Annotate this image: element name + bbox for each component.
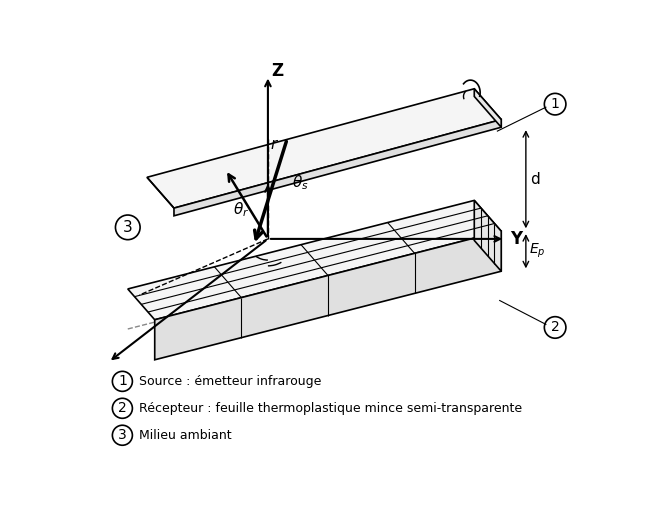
Text: 2: 2 xyxy=(118,401,127,415)
Text: Y: Y xyxy=(511,230,523,248)
Text: $E_p$: $E_p$ xyxy=(529,242,545,261)
Text: 1: 1 xyxy=(118,374,127,388)
Text: Source : émetteur infrarouge: Source : émetteur infrarouge xyxy=(139,375,322,388)
Text: Milieu ambiant: Milieu ambiant xyxy=(139,429,232,442)
Text: 3: 3 xyxy=(118,428,127,442)
Polygon shape xyxy=(147,89,501,208)
Polygon shape xyxy=(128,200,501,320)
Text: d: d xyxy=(531,171,540,187)
Polygon shape xyxy=(474,89,501,127)
Text: $\theta_r$: $\theta_r$ xyxy=(233,200,249,219)
Text: $\theta_s$: $\theta_s$ xyxy=(292,174,309,192)
Text: 1: 1 xyxy=(551,97,559,111)
Text: r: r xyxy=(270,138,277,152)
Polygon shape xyxy=(474,200,501,271)
Polygon shape xyxy=(174,119,501,216)
Polygon shape xyxy=(155,231,501,360)
Text: Z: Z xyxy=(271,62,283,80)
Text: 2: 2 xyxy=(551,320,559,334)
Text: Récepteur : feuille thermoplastique mince semi-transparente: Récepteur : feuille thermoplastique minc… xyxy=(139,402,523,415)
Text: 3: 3 xyxy=(123,220,133,235)
